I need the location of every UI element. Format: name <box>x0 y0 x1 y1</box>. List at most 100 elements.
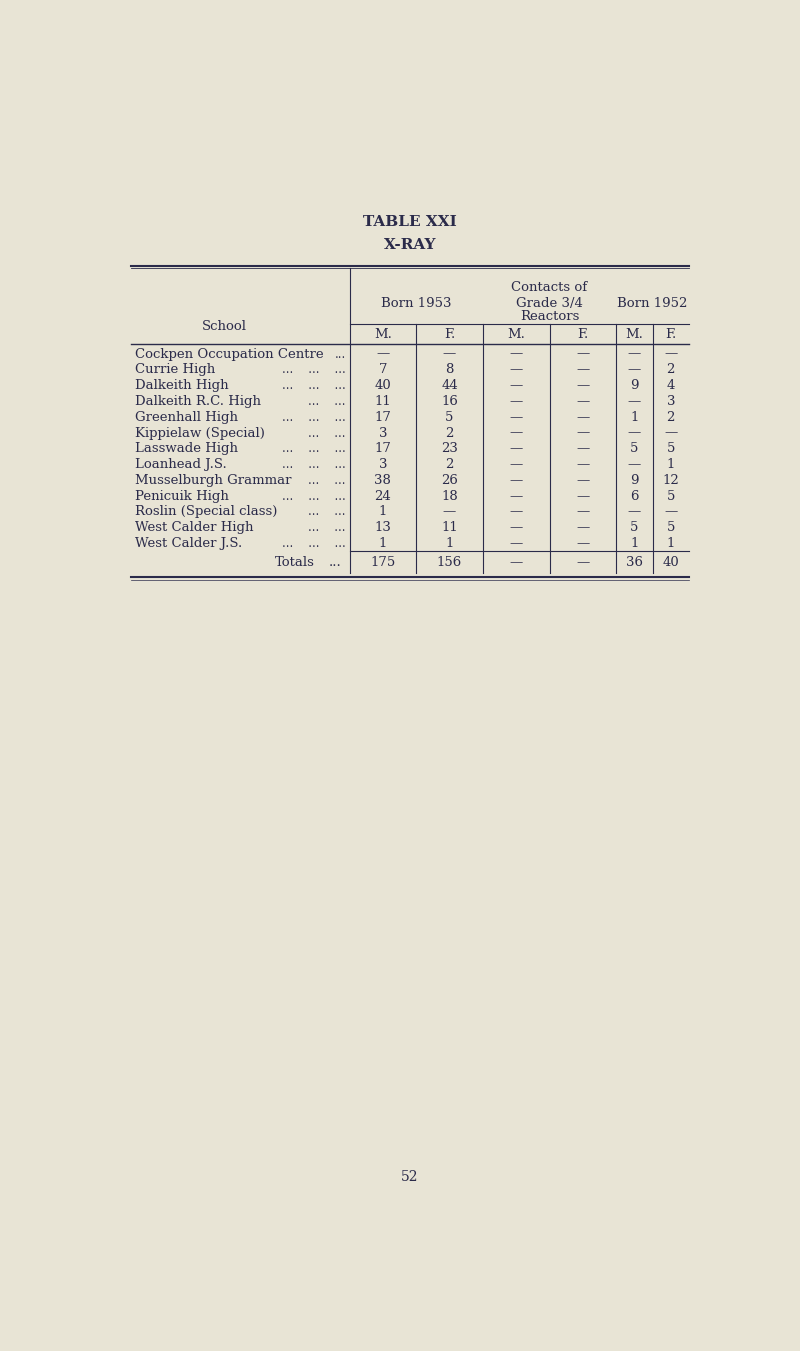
Text: ...    ...: ... ... <box>308 394 346 408</box>
Text: —: — <box>576 363 590 377</box>
Text: 8: 8 <box>446 363 454 377</box>
Text: —: — <box>443 505 456 519</box>
Text: Dalkeith R.C. High: Dalkeith R.C. High <box>135 394 261 408</box>
Text: 175: 175 <box>370 555 395 569</box>
Text: 24: 24 <box>374 489 391 503</box>
Text: ...    ...: ... ... <box>308 474 346 486</box>
Text: 1: 1 <box>666 536 675 550</box>
Text: 2: 2 <box>666 363 675 377</box>
Text: West Calder High: West Calder High <box>135 521 254 534</box>
Text: ...    ...: ... ... <box>308 505 346 519</box>
Text: 5: 5 <box>666 442 675 455</box>
Text: —: — <box>576 505 590 519</box>
Text: —: — <box>510 442 523 455</box>
Text: 17: 17 <box>374 411 391 424</box>
Text: F.: F. <box>665 328 677 340</box>
Text: 7: 7 <box>378 363 387 377</box>
Text: Cockpen Occupation Centre: Cockpen Occupation Centre <box>135 347 323 361</box>
Text: —: — <box>576 489 590 503</box>
Text: ...    ...    ...: ... ... ... <box>282 458 346 471</box>
Text: Penicuik High: Penicuik High <box>135 489 229 503</box>
Text: F.: F. <box>578 328 589 340</box>
Text: 5: 5 <box>630 521 638 534</box>
Text: 13: 13 <box>374 521 391 534</box>
Text: 12: 12 <box>662 474 679 486</box>
Text: —: — <box>664 505 678 519</box>
Text: 36: 36 <box>626 555 643 569</box>
Text: —: — <box>510 347 523 361</box>
Text: 6: 6 <box>630 489 638 503</box>
Text: —: — <box>576 427 590 439</box>
Text: —: — <box>576 394 590 408</box>
Text: Born 1953: Born 1953 <box>381 296 451 309</box>
Text: Born 1952: Born 1952 <box>618 296 688 309</box>
Text: —: — <box>628 427 641 439</box>
Text: 23: 23 <box>441 442 458 455</box>
Text: 38: 38 <box>374 474 391 486</box>
Text: —: — <box>576 521 590 534</box>
Text: X-RAY: X-RAY <box>384 238 436 253</box>
Text: —: — <box>510 536 523 550</box>
Text: —: — <box>510 427 523 439</box>
Text: ...    ...    ...: ... ... ... <box>282 489 346 503</box>
Text: Reactors: Reactors <box>520 311 579 323</box>
Text: —: — <box>576 411 590 424</box>
Text: —: — <box>628 347 641 361</box>
Text: —: — <box>628 458 641 471</box>
Text: Lasswade High: Lasswade High <box>135 442 238 455</box>
Text: —: — <box>376 347 390 361</box>
Text: M.: M. <box>374 328 392 340</box>
Text: 16: 16 <box>441 394 458 408</box>
Text: —: — <box>576 380 590 392</box>
Text: 156: 156 <box>437 555 462 569</box>
Text: ...    ...    ...: ... ... ... <box>282 536 346 550</box>
Text: 9: 9 <box>630 380 638 392</box>
Text: 2: 2 <box>446 458 454 471</box>
Text: West Calder J.S.: West Calder J.S. <box>135 536 242 550</box>
Text: —: — <box>510 458 523 471</box>
Text: —: — <box>576 442 590 455</box>
Text: Contacts of: Contacts of <box>511 281 587 295</box>
Text: —: — <box>510 489 523 503</box>
Text: 11: 11 <box>374 394 391 408</box>
Text: 52: 52 <box>402 1170 418 1183</box>
Text: 3: 3 <box>378 427 387 439</box>
Text: 1: 1 <box>378 505 387 519</box>
Text: —: — <box>510 394 523 408</box>
Text: 1: 1 <box>666 458 675 471</box>
Text: —: — <box>510 505 523 519</box>
Text: 1: 1 <box>630 536 638 550</box>
Text: Musselburgh Grammar: Musselburgh Grammar <box>135 474 291 486</box>
Text: M.: M. <box>626 328 643 340</box>
Text: 2: 2 <box>666 411 675 424</box>
Text: 3: 3 <box>378 458 387 471</box>
Text: ...    ...: ... ... <box>308 427 346 439</box>
Text: —: — <box>510 521 523 534</box>
Text: —: — <box>576 536 590 550</box>
Text: ...: ... <box>334 347 346 361</box>
Text: 5: 5 <box>666 521 675 534</box>
Text: —: — <box>576 347 590 361</box>
Text: —: — <box>576 555 590 569</box>
Text: 5: 5 <box>446 411 454 424</box>
Text: M.: M. <box>507 328 525 340</box>
Text: —: — <box>664 347 678 361</box>
Text: 2: 2 <box>446 427 454 439</box>
Text: —: — <box>443 347 456 361</box>
Text: Totals: Totals <box>275 555 314 569</box>
Text: 5: 5 <box>666 489 675 503</box>
Text: —: — <box>576 458 590 471</box>
Text: —: — <box>510 380 523 392</box>
Text: 40: 40 <box>374 380 391 392</box>
Text: ...    ...    ...: ... ... ... <box>282 411 346 424</box>
Text: School: School <box>202 320 247 334</box>
Text: ...: ... <box>329 555 342 569</box>
Text: 26: 26 <box>441 474 458 486</box>
Text: —: — <box>510 411 523 424</box>
Text: Dalkeith High: Dalkeith High <box>135 380 229 392</box>
Text: TABLE XXI: TABLE XXI <box>363 215 457 230</box>
Text: Grade 3/4: Grade 3/4 <box>516 296 583 309</box>
Text: —: — <box>510 363 523 377</box>
Text: —: — <box>576 474 590 486</box>
Text: ...    ...    ...: ... ... ... <box>282 380 346 392</box>
